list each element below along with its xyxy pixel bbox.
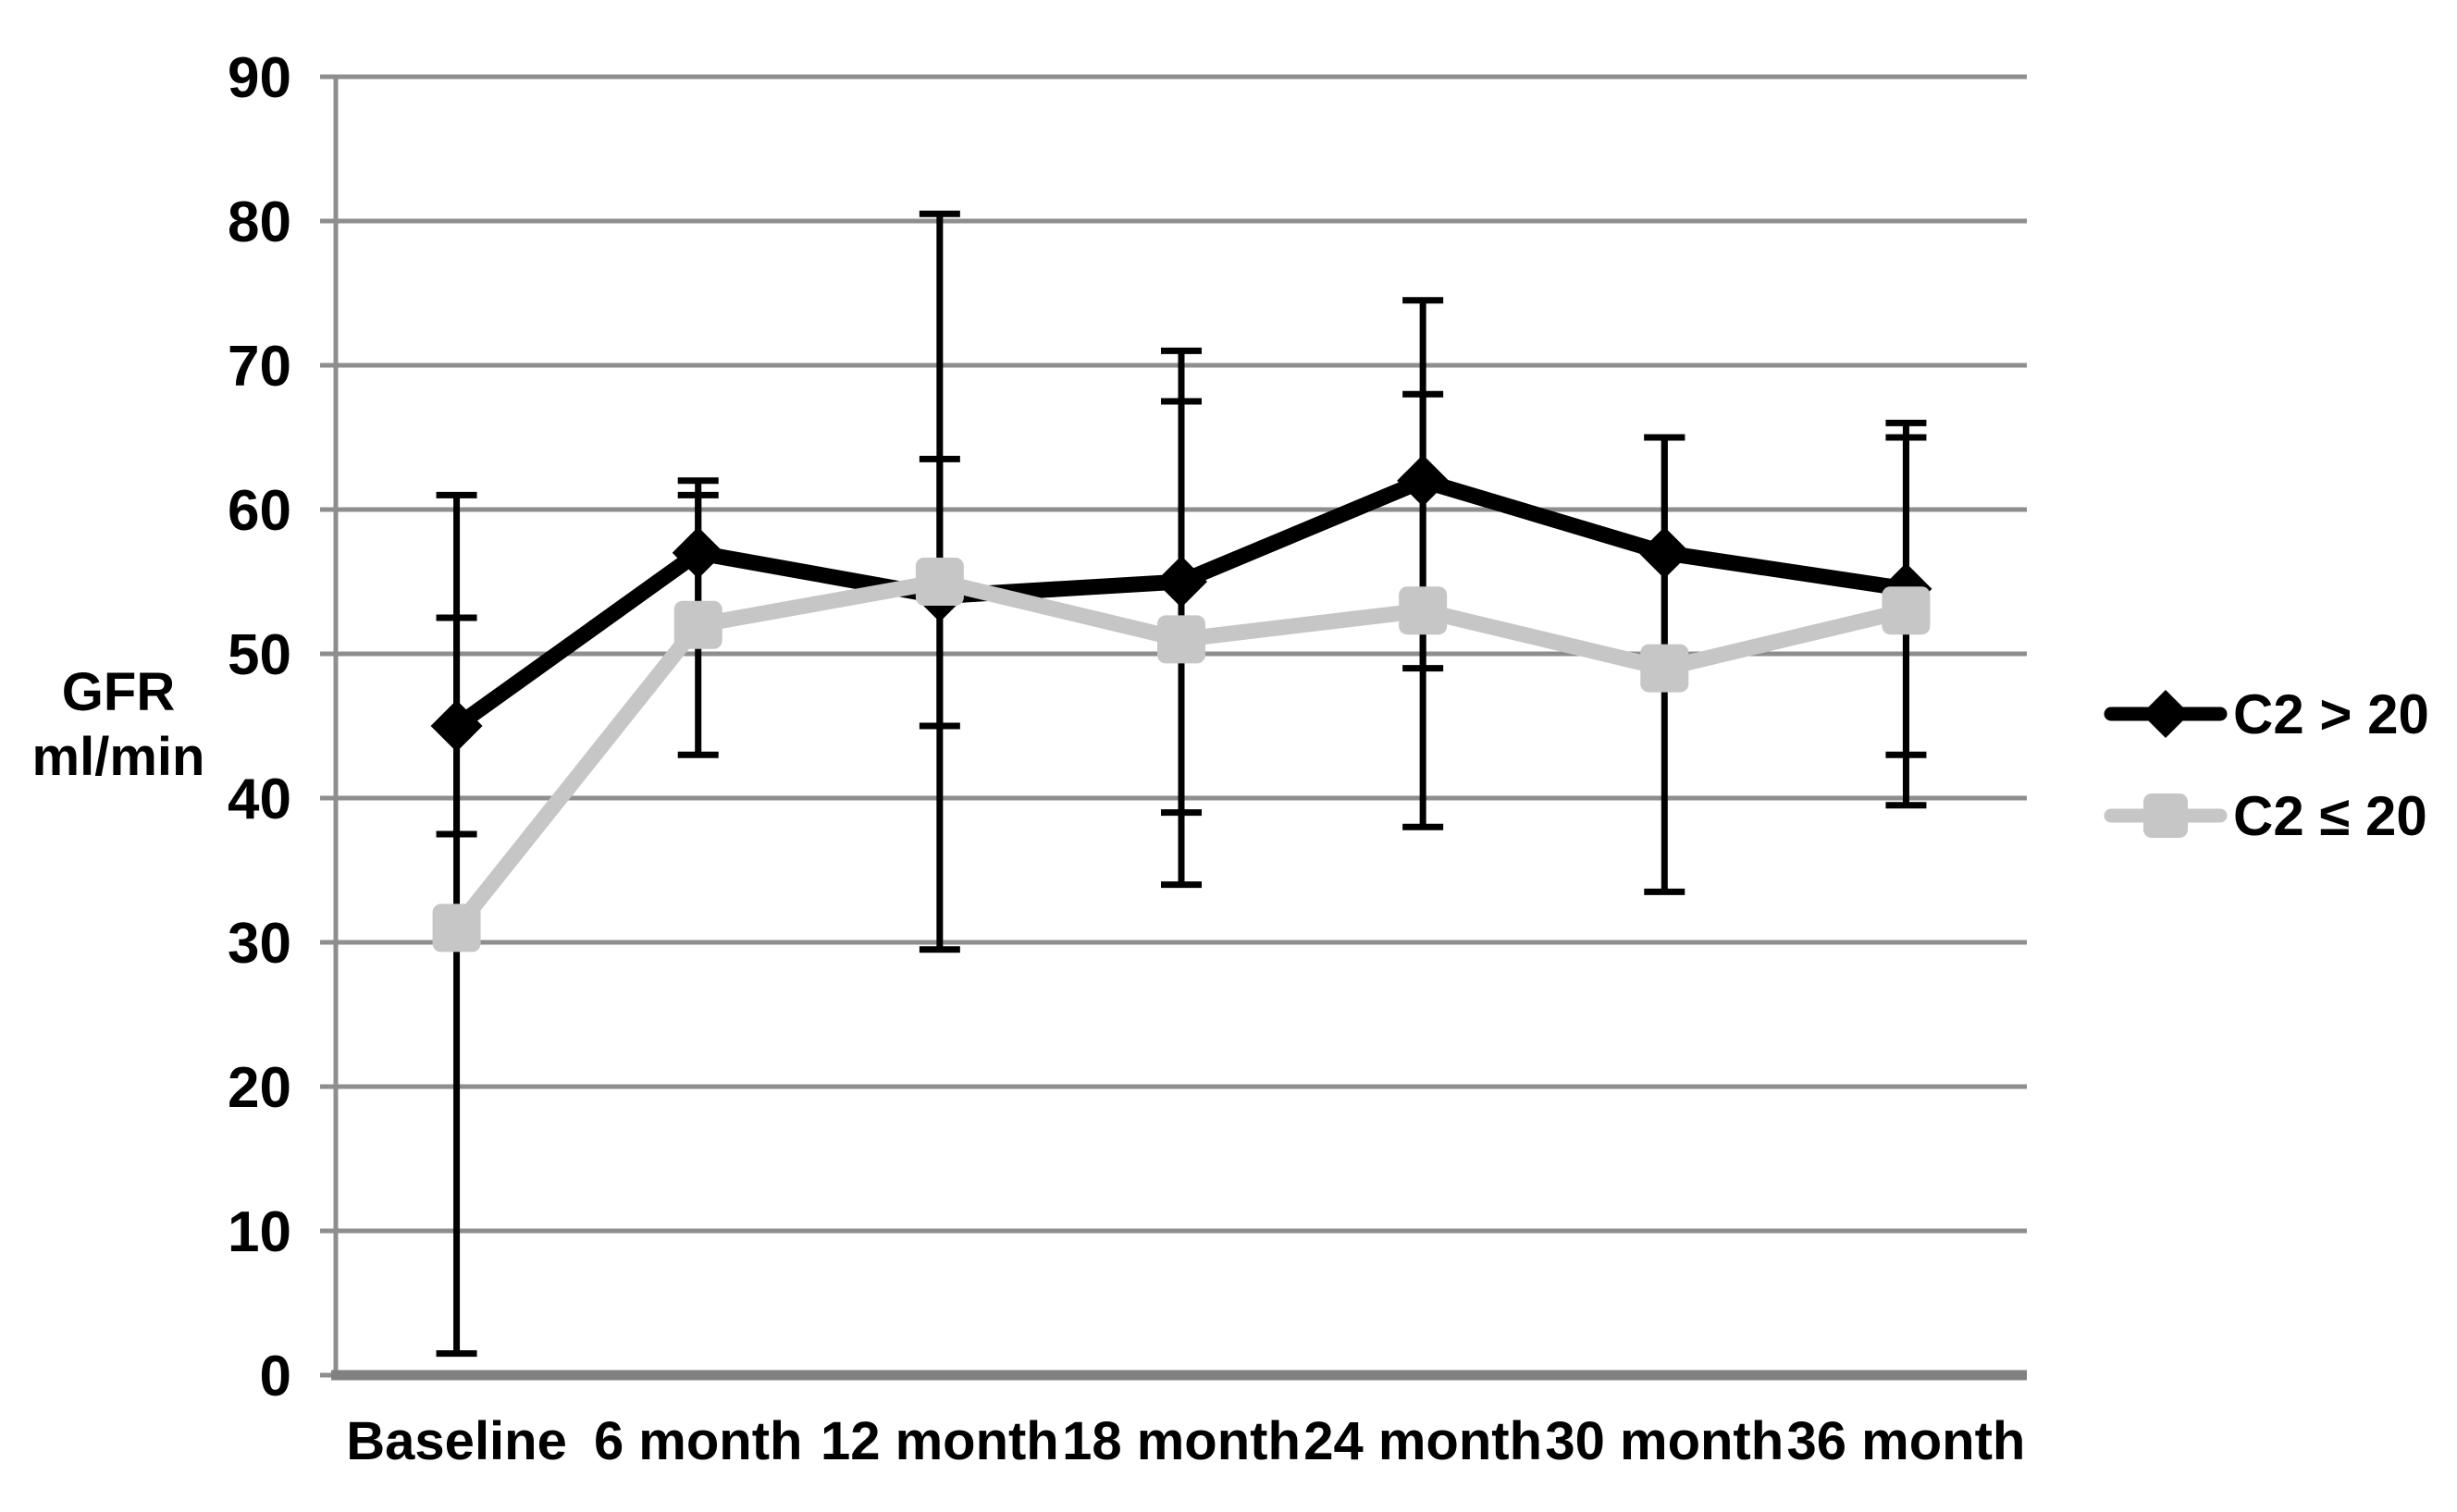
- square-marker: [2143, 793, 2188, 838]
- diamond-marker: [2142, 690, 2190, 738]
- square-marker: [1640, 644, 1689, 693]
- square-marker: [673, 600, 722, 649]
- x-tick-label: 18 month: [1062, 1411, 1301, 1471]
- x-tick-label: Baseline: [346, 1411, 567, 1471]
- x-tick-label: 24 month: [1303, 1411, 1542, 1471]
- x-tick-label: 36 month: [1787, 1411, 2026, 1471]
- gridlines: [320, 74, 2027, 1378]
- y-tick-label: 90: [228, 46, 291, 110]
- y-tick-label: 30: [228, 912, 291, 976]
- y-tick-label: 60: [228, 479, 291, 543]
- legend-label: C2 ≤ 20: [2233, 785, 2427, 847]
- y-tick-label: 10: [228, 1200, 291, 1264]
- x-tick-label: 6 month: [594, 1411, 803, 1471]
- y-axis-title-line: GFR: [62, 662, 175, 722]
- y-tick-label: 40: [228, 768, 291, 831]
- x-tick-label: 30 month: [1545, 1411, 1784, 1471]
- y-tick-label: 0: [260, 1345, 291, 1408]
- square-marker: [1157, 615, 1205, 664]
- y-tick-label: 70: [228, 335, 291, 399]
- square-marker: [1882, 586, 1931, 635]
- legend-entry: C2 > 20: [2104, 683, 2429, 745]
- y-tick-labels: 0 10 20 30 40 50 60 70 80 90: [228, 46, 291, 1408]
- y-tick-label: 80: [228, 191, 291, 254]
- square-marker: [1399, 586, 1448, 635]
- legend-label: C2 > 20: [2233, 683, 2429, 745]
- square-marker: [432, 904, 481, 953]
- y-tick-label: 20: [228, 1056, 291, 1120]
- y-tick-label: 50: [228, 623, 291, 687]
- y-axis-title-line: ml/min: [32, 727, 205, 787]
- series-2: [432, 210, 1931, 1358]
- x-tick-label: 12 month: [821, 1411, 1059, 1471]
- legend: C2 > 20 C2 ≤ 20: [2104, 683, 2429, 847]
- x-tick-labels: Baseline 6 month 12 month 18 month 24 month 3…: [346, 1411, 2025, 1471]
- series-markers: [432, 558, 1931, 953]
- legend-entry: C2 ≤ 20: [2104, 785, 2427, 847]
- square-marker: [915, 558, 964, 606]
